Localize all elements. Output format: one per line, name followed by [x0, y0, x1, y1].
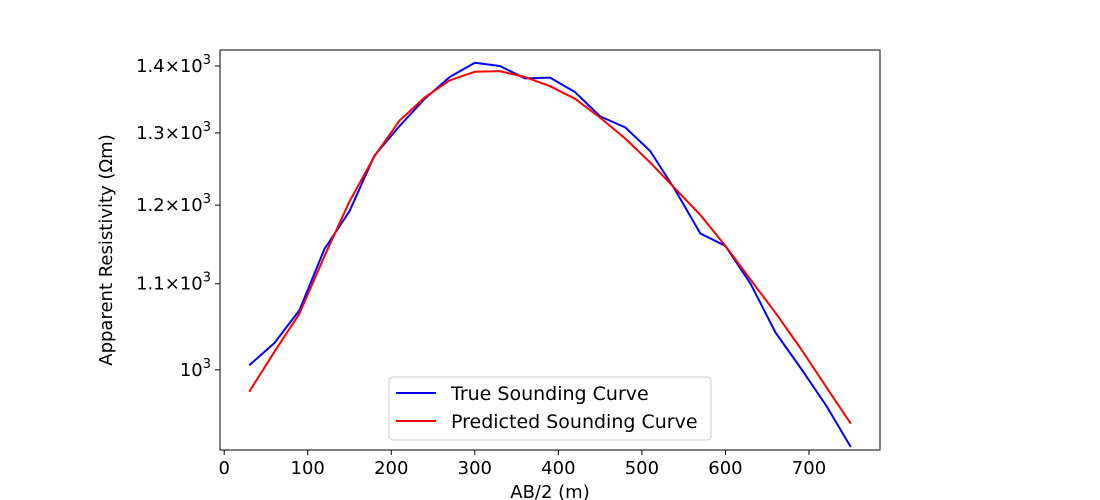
axes-frame	[219, 49, 881, 451]
y-tick-exponent: 3	[203, 271, 211, 286]
x-tick-label: 200	[374, 458, 408, 479]
plot-area	[219, 49, 881, 451]
y-tick-label: 103	[180, 357, 211, 381]
legend-label-predicted: Predicted Sounding Curve	[451, 411, 698, 433]
x-tick-label: 700	[792, 458, 826, 479]
x-axis: 0 100 200 300 400 500 600 700	[218, 450, 826, 479]
x-tick-label: 500	[625, 458, 659, 479]
series-line-0	[248, 61, 852, 448]
y-tick-mantissa: 1.1×	[136, 274, 180, 295]
y-tick-exponent: 3	[203, 357, 211, 372]
y-tick-mantissa: 1.2×	[136, 195, 180, 216]
y-tick-mantissa: 1.3×	[136, 123, 180, 144]
y-tick-base: 10	[180, 123, 203, 144]
y-tick-base: 10	[180, 195, 203, 216]
x-tick-label: 0	[218, 458, 229, 479]
x-tick-label: 100	[291, 458, 325, 479]
y-tick-exponent: 3	[203, 53, 211, 68]
y-tick-base: 10	[180, 56, 203, 77]
x-axis-label: AB/2 (m)	[510, 482, 589, 500]
y-tick-label: 1.2×103	[136, 192, 211, 216]
series-layer	[248, 61, 852, 448]
y-tick-base: 10	[180, 360, 203, 381]
y-tick-label: 1.4×103	[136, 53, 211, 77]
x-tick-label: 600	[708, 458, 742, 479]
y-tick-label: 1.1×103	[136, 271, 211, 295]
x-tick-label: 400	[541, 458, 575, 479]
y-tick-label: 1.3×103	[136, 120, 211, 144]
x-tick-label: 300	[458, 458, 492, 479]
y-tick-base: 10	[180, 274, 203, 295]
legend: True Sounding Curve Predicted Sounding C…	[388, 376, 712, 441]
y-tick-exponent: 3	[203, 120, 211, 135]
y-tick-exponent: 3	[203, 192, 211, 207]
legend-box	[388, 376, 712, 441]
series-line-1	[248, 70, 852, 425]
legend-label-true: True Sounding Curve	[450, 383, 649, 405]
y-tick-mantissa: 1.4×	[136, 56, 180, 77]
y-axis-label: Apparent Resistivity (Ωm)	[96, 134, 117, 365]
